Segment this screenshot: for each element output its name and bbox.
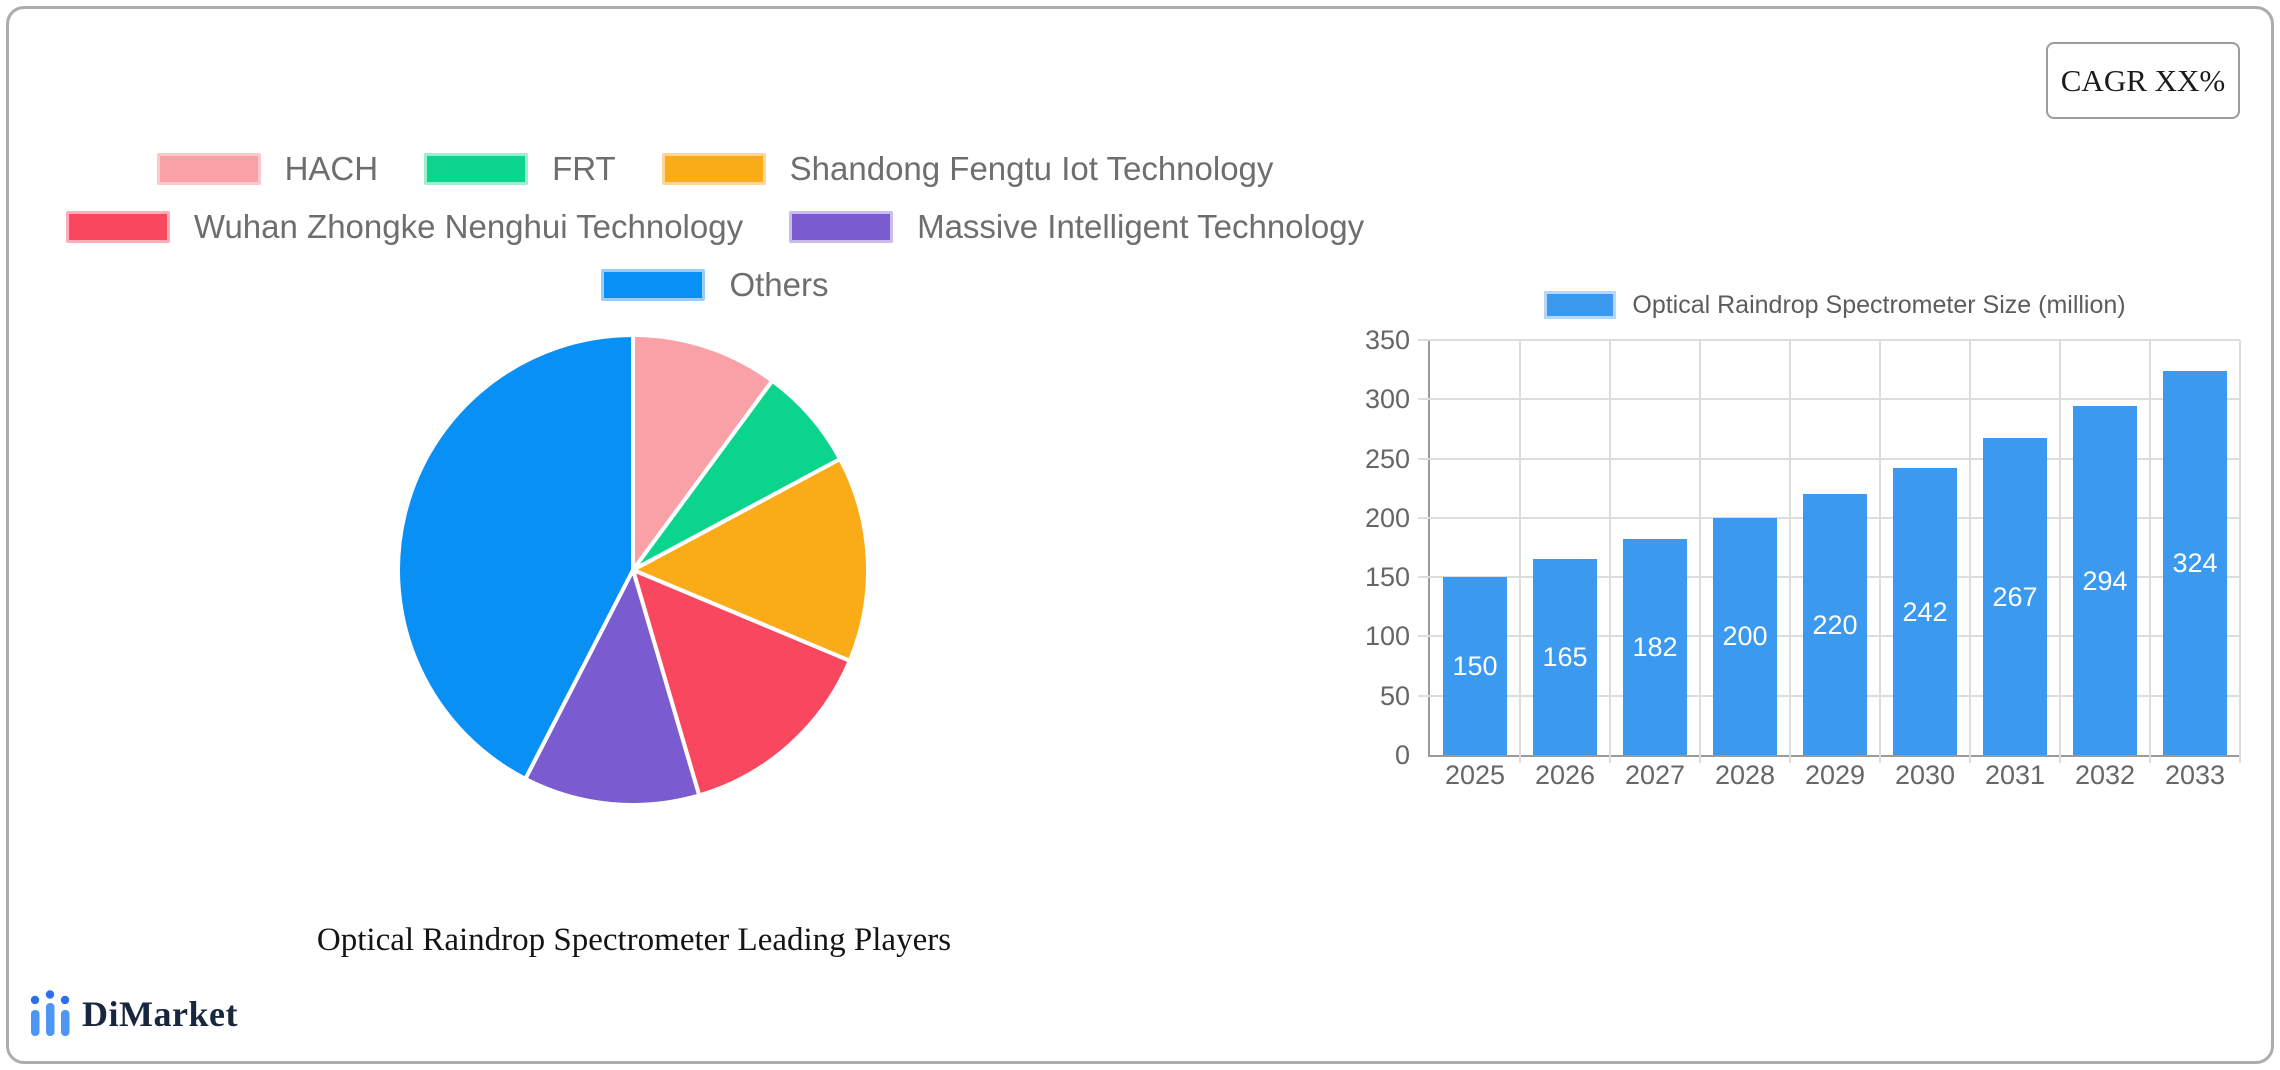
logo-bar — [46, 1003, 55, 1036]
bar-2026 — [1533, 559, 1597, 755]
x-axis-tick-2030: 2030 — [1894, 760, 1956, 790]
bar-legend-swatch — [1544, 291, 1617, 319]
pie-legend-item: Massive Intelligent Technology — [789, 208, 1364, 246]
gridline-x-6 — [1969, 340, 1971, 763]
gridline-y-250 — [1418, 457, 2240, 460]
pie-legend-row: Wuhan Zhongke Nenghui Technology Massive … — [15, 198, 1415, 256]
logo-text: DiMarket — [82, 994, 238, 1034]
y-axis-tick-0: 0 — [1394, 740, 1410, 770]
pie-legend-item: Wuhan Zhongke Nenghui Technology — [65, 208, 744, 246]
x-axis-tick-2031: 2031 — [1984, 760, 2046, 790]
x-axis-tick-2028: 2028 — [1714, 760, 1776, 790]
legend-swatch — [661, 153, 766, 185]
gridline-x-7 — [2059, 340, 2061, 763]
logo-bar — [61, 1010, 70, 1036]
bar-legend: Optical Raindrop Spectrometer Size (mill… — [1430, 288, 2240, 322]
gridline-y-300 — [1418, 398, 2240, 401]
bar-2029 — [1803, 494, 1867, 755]
bar-value-2026: 165 — [1542, 642, 1588, 673]
bar-value-2033: 324 — [2172, 547, 2218, 578]
gridline-y-350 — [1418, 339, 2240, 341]
y-axis-tick-100: 100 — [1364, 621, 1410, 652]
pie-legend-row: Others — [15, 256, 1415, 314]
bar-value-2027: 182 — [1632, 632, 1678, 663]
pie-slice-2 — [631, 457, 870, 663]
pie-legend-item: FRT — [424, 150, 616, 188]
pie-slice-0 — [631, 333, 775, 572]
legend-label: FRT — [552, 150, 616, 187]
y-axis-tick-200: 200 — [1364, 502, 1410, 533]
legend-label: HACH — [284, 150, 379, 187]
pie-legend-row: HACH FRT Shandong Fengtu Iot Technology — [15, 140, 1415, 198]
x-axis-tick-2027: 2027 — [1624, 760, 1686, 790]
logo-dot — [60, 995, 70, 1005]
bar-2030 — [1893, 468, 1957, 755]
bar-2033 — [2163, 370, 2227, 755]
legend-swatch — [601, 269, 706, 301]
y-axis-tick-300: 300 — [1364, 384, 1410, 415]
pie-legend-item: HACH — [156, 150, 379, 188]
gridline-x-3 — [1699, 340, 1701, 763]
bar-chart-logo-icon — [30, 990, 70, 1036]
bar-value-2029: 220 — [1812, 609, 1858, 640]
legend-label: Massive Intelligent Technology — [917, 208, 1365, 245]
logo-dot — [30, 995, 40, 1005]
legend-swatch — [424, 153, 529, 185]
y-axis-tick-350: 350 — [1364, 325, 1410, 355]
cagr-label: CAGR XX% — [2060, 62, 2226, 98]
y-axis-tick-250: 250 — [1364, 443, 1410, 474]
legend-swatch — [156, 153, 261, 185]
pie-legend: HACH FRT Shandong Fengtu Iot Technology Wuh… — [15, 140, 1415, 314]
bar-2032 — [2073, 406, 2137, 755]
y-axis-tick-150: 150 — [1364, 562, 1410, 593]
pie-chart — [396, 333, 870, 807]
logo-bar — [31, 1010, 40, 1036]
pie-legend-item: Shandong Fengtu Iot Technology — [661, 150, 1274, 188]
bar-value-2025: 150 — [1452, 651, 1498, 682]
pie-slice-5 — [396, 333, 635, 781]
x-axis-tick-2029: 2029 — [1804, 760, 1866, 790]
y-axis-tick-50: 50 — [1379, 680, 1410, 711]
gridline-x-5 — [1879, 340, 1881, 763]
gridline-x-4 — [1789, 340, 1791, 763]
x-axis-tick-2032: 2032 — [2074, 760, 2136, 790]
pie-slice-1 — [631, 378, 843, 572]
bar-2025 — [1443, 577, 1507, 755]
gridline-x-9 — [2239, 340, 2241, 763]
bar-2027 — [1623, 539, 1687, 755]
bar-legend-label: Optical Raindrop Spectrometer Size (mill… — [1632, 290, 2126, 319]
legend-label: Wuhan Zhongke Nenghui Technology — [193, 208, 744, 245]
bar-chart-plot: Optical Raindrop Spectrometer Size (mill… — [1365, 291, 2241, 790]
cagr-badge: CAGR XX% — [2046, 42, 2240, 119]
x-axis-tick-2025: 2025 — [1444, 760, 1506, 790]
legend-label: Others — [729, 266, 829, 303]
gridline-x-2 — [1609, 340, 1611, 763]
bar-2028 — [1713, 517, 1777, 755]
pie-slice-3 — [631, 568, 852, 798]
bar-value-2031: 267 — [1992, 581, 2038, 612]
legend-label: Shandong Fengtu Iot Technology — [789, 150, 1274, 187]
gridline-x-8 — [2149, 340, 2151, 763]
x-axis-tick-2026: 2026 — [1534, 760, 1596, 790]
legend-swatch — [65, 211, 170, 243]
pie-legend-item: Others — [601, 266, 829, 304]
bar-value-2030: 242 — [1902, 596, 1948, 627]
dimarket-logo: DiMarket — [28, 990, 238, 1038]
pie-slice-4 — [523, 568, 702, 807]
bar-value-2032: 294 — [2082, 565, 2128, 596]
bar-2031 — [1983, 438, 2047, 755]
pie-chart-title: Optical Raindrop Spectrometer Leading Pl… — [316, 922, 952, 958]
logo-dot — [45, 990, 55, 999]
bar-value-2028: 200 — [1722, 621, 1768, 652]
gridline-x-1 — [1519, 340, 1521, 763]
x-axis-tick-2033: 2033 — [2164, 760, 2226, 790]
legend-swatch — [789, 211, 894, 243]
